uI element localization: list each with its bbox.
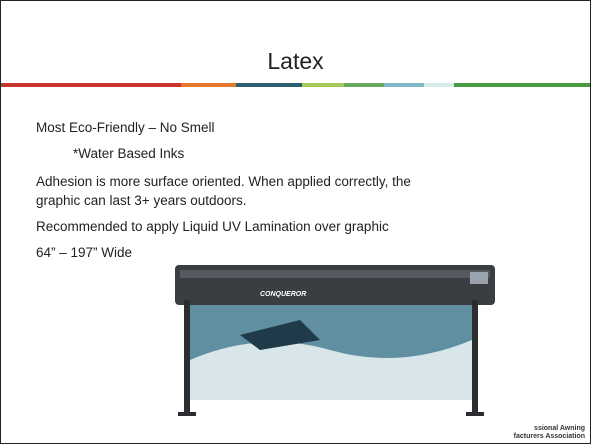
body-line: *Water Based Inks: [73, 146, 184, 161]
slide: Latex CONQUEROR Most Eco-Friendly – No S: [0, 0, 591, 444]
body-line: 64” – 197” Wide: [36, 245, 132, 260]
logo-text: facturers Association: [514, 433, 585, 440]
printer-brand: CONQUEROR: [260, 291, 306, 298]
accent-bar: [1, 83, 590, 87]
logo-text: ssional Awning: [534, 425, 585, 432]
body-line: Most Eco-Friendly – No Smell: [36, 120, 215, 135]
body-line: graphic can last 3+ years outdoors.: [36, 193, 247, 208]
printer-image: CONQUEROR: [175, 265, 495, 416]
body-line: Adhesion is more surface oriented. When …: [36, 174, 411, 189]
body-line: Recommended to apply Liquid UV Laminatio…: [36, 219, 389, 234]
